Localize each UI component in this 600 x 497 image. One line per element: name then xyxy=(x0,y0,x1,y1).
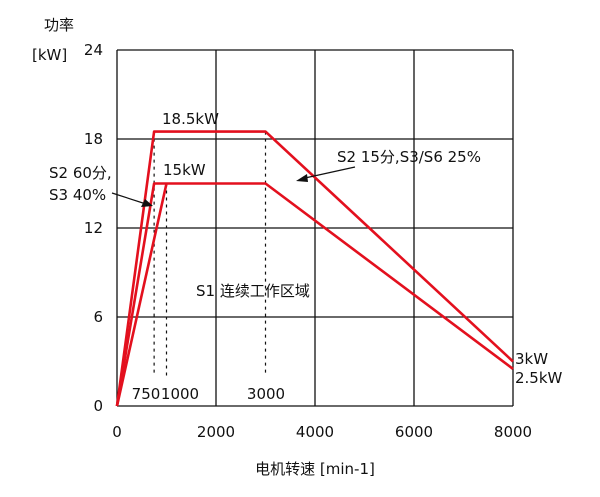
x-tick-label-4: 8000 xyxy=(494,423,532,441)
arrow-s2-15 xyxy=(296,166,356,182)
series-line-2 xyxy=(115,183,168,407)
y-tick-label-2: 12 xyxy=(84,219,103,237)
ylabel-line2: [kW] xyxy=(32,46,67,64)
annotation-s1: S1 连续工作区域 xyxy=(196,282,310,300)
y-tick-label-1: 6 xyxy=(93,308,103,326)
x-tick-label-0: 0 xyxy=(112,423,122,441)
series-line-0 xyxy=(115,130,514,407)
annotation-3kw: 3kW xyxy=(515,350,548,368)
y-tick-label-3: 18 xyxy=(84,130,103,148)
y-tick-label-0: 0 xyxy=(93,397,103,415)
tick-labels: 0 2000 4000 6000 8000 0 6 12 18 24 750 1000 3000 xyxy=(84,41,532,441)
annotation-18-5kw: 18.5kW xyxy=(162,110,219,128)
ylabel-line1: 功率 xyxy=(44,16,74,34)
annotation-s2-60-line1: S2 60分, xyxy=(49,164,112,182)
x-tick-label-2: 4000 xyxy=(296,423,334,441)
annotation-2-5kw: 2.5kW xyxy=(515,369,563,387)
guide-label-1: 1000 xyxy=(161,385,199,403)
xlabel: 电机转速 [min-1] xyxy=(255,460,375,478)
arrow-s2-60 xyxy=(111,192,153,207)
x-tick-label-1: 2000 xyxy=(197,423,235,441)
guide-label-2: 3000 xyxy=(247,385,285,403)
grid xyxy=(116,49,514,407)
guide-label-0: 750 xyxy=(132,385,161,403)
series-lines xyxy=(115,130,514,407)
x-tick-label-3: 6000 xyxy=(395,423,433,441)
annotation-s3-40: S3 40% xyxy=(49,186,106,204)
y-tick-label-4: 24 xyxy=(84,41,103,59)
annotation-s2-15: S2 15分,S3/S6 25% xyxy=(337,148,481,166)
vertical-guides xyxy=(153,131,267,376)
annotation-15kw: 15kW xyxy=(163,161,206,179)
